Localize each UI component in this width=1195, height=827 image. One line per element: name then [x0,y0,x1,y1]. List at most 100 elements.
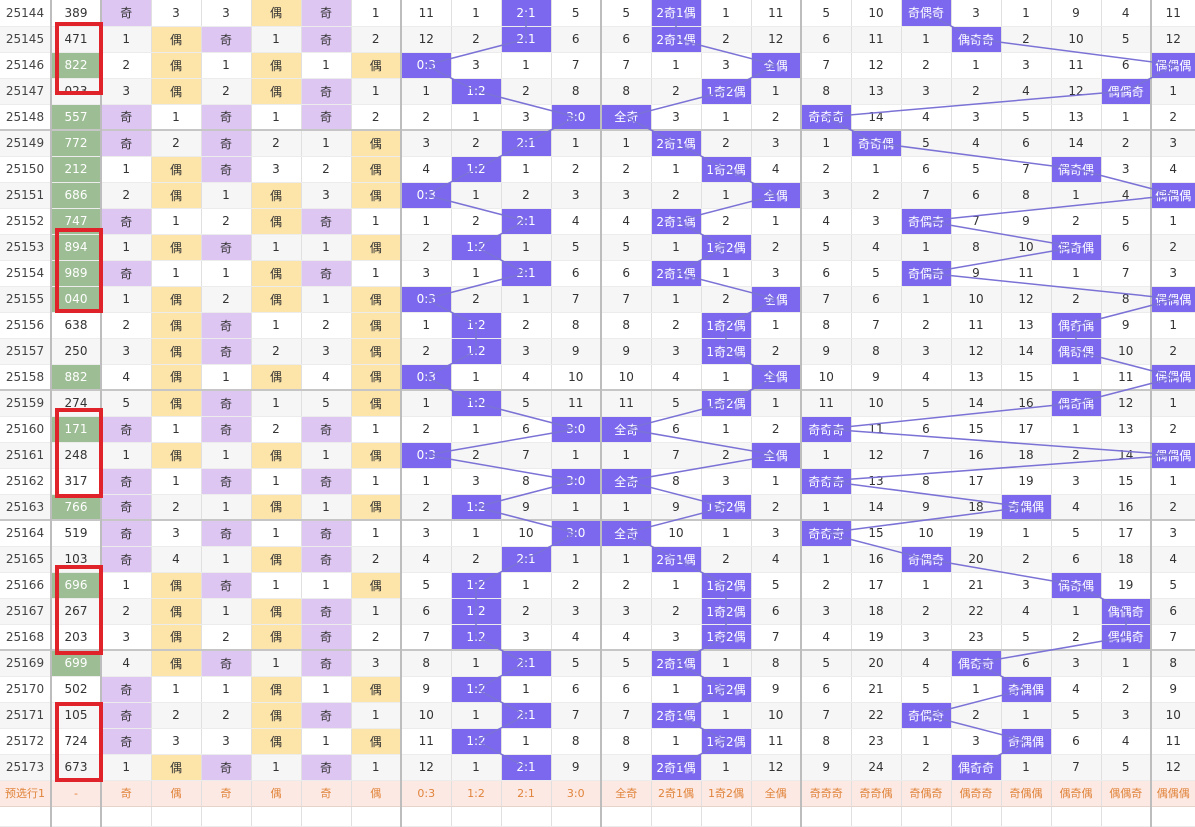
combo-cell: 5 [1051,519,1102,547]
forecast-cell[interactable]: 偶偶偶 [1150,780,1195,807]
parity-cell: 2 [351,546,402,573]
forecast-cell[interactable]: 奇偶奇 [901,780,952,807]
number-cell: 317 [50,468,102,495]
forecast-cell[interactable]: 偶奇奇 [951,780,1002,807]
group-cell: 2奇1偶 [651,26,702,53]
parity-cell: 偶 [251,52,302,79]
group-cell: 1 [701,519,752,547]
group-cell: 全偶 [751,182,802,209]
ratio-cell: 2 [400,104,452,131]
group-cell: 全奇 [600,416,652,443]
ratio-cell: 12 [400,754,452,781]
combo-cell: 9 [951,260,1002,287]
combo-cell: 9 [1051,0,1102,27]
group-cell: 11 [751,0,802,27]
group-cell: 5 [651,389,702,417]
forecast-cell[interactable]: 全奇 [600,780,652,807]
parity-cell: 奇 [301,754,352,781]
parity-cell: 1 [201,182,252,209]
forecast-cell[interactable]: 2:1 [501,780,552,807]
number-cell: 203 [50,624,102,651]
parity-cell: 偶 [351,234,402,261]
parity-cell: 1 [201,598,252,625]
forecast-cell[interactable]: - [50,780,102,807]
forecast-cell[interactable]: 奇奇偶 [851,780,902,807]
ratio-cell: 1:2 [451,624,502,651]
combo-cell: 4 [851,234,902,261]
parity-cell: 1 [100,26,152,53]
period-cell: 25172 [0,728,52,755]
combo-cell: 偶奇偶 [1051,389,1102,417]
combo-cell: 奇奇奇 [800,468,852,495]
group-cell: 2 [751,338,802,365]
cell [651,806,702,827]
forecast-cell[interactable]: 0:3 [400,780,452,807]
number-cell: 772 [50,129,102,157]
parity-cell: 奇 [201,338,252,365]
period-cell: 25147 [0,78,52,105]
combo-cell: 2 [851,182,902,209]
forecast-cell[interactable]: 1奇2偶 [701,780,752,807]
combo-cell: 4 [951,129,1002,157]
group-cell: 1 [651,286,702,313]
parity-cell: 1 [151,416,202,443]
combo-cell: 9 [1101,312,1152,339]
combo-cell: 6 [800,26,852,53]
forecast-cell[interactable]: 2奇1偶 [651,780,702,807]
number-cell: 267 [50,598,102,625]
table-row: 25163 766 奇 2 1 偶 1 偶 2 1:2 9 1 1 9 1奇2偶 2 1 14 9 18 奇偶偶 4 16 2 [0,494,1195,521]
combo-cell: 8 [800,78,852,105]
group-cell: 全奇 [600,519,652,547]
ratio-cell: 11 [400,0,452,27]
combo-cell: 17 [851,572,902,599]
forecast-cell[interactable]: 偶偶奇 [1101,780,1152,807]
parity-cell: 偶 [351,156,402,183]
combo-cell: 2 [1150,494,1195,521]
parity-cell: 1 [351,468,402,495]
forecast-cell[interactable]: 1:2 [451,780,502,807]
forecast-cell[interactable]: 奇 [301,780,352,807]
combo-cell: 11 [1001,260,1052,287]
forecast-cell[interactable]: 预选行1 [0,780,52,807]
combo-cell: 奇偶偶 [1001,728,1052,755]
parity-cell: 偶 [151,156,202,183]
forecast-cell[interactable]: 偶奇偶 [1051,780,1102,807]
group-cell: 1 [651,572,702,599]
parity-cell: 奇 [301,260,352,287]
cell [1051,806,1102,827]
parity-cell: 4 [100,364,152,391]
forecast-cell[interactable]: 奇奇奇 [800,780,852,807]
parity-cell: 1 [201,442,252,469]
combo-cell: 7 [1001,156,1052,183]
group-cell: 2 [701,442,752,469]
group-cell: 2 [600,572,652,599]
ratio-cell: 6 [400,598,452,625]
parity-cell: 5 [301,389,352,417]
forecast-cell[interactable]: 奇偶偶 [1001,780,1052,807]
parity-cell: 奇 [301,702,352,729]
ratio-cell: 4 [400,546,452,573]
forecast-cell[interactable]: 偶 [151,780,202,807]
parity-cell: 1 [251,104,302,131]
combo-cell: 3 [851,208,902,235]
combo-cell: 4 [1051,676,1102,703]
ratio-cell: 2 [551,156,602,183]
forecast-cell[interactable]: 全偶 [751,780,802,807]
combo-cell: 3 [1001,52,1052,79]
forecast-cell[interactable]: 偶 [251,780,302,807]
combo-cell: 奇奇奇 [800,104,852,131]
combo-cell: 3 [1101,702,1152,729]
forecast-cell[interactable]: 3:0 [551,780,602,807]
parity-cell: 偶 [251,728,302,755]
forecast-cell[interactable]: 奇 [100,780,152,807]
group-cell: 6 [600,260,652,287]
table-row: 25144 389 奇 3 3 偶奇 1 11 1 2:1 5 5 2奇1偶 1 11 5 10 奇偶奇 3 1 9 4 1… [0,0,1195,27]
number-cell: 822 [50,52,102,79]
parity-cell: 奇 [301,546,352,573]
parity-cell: 1 [301,129,352,157]
forecast-cell[interactable]: 偶 [351,780,402,807]
combo-cell: 2 [1150,104,1195,131]
parity-cell: 1 [251,389,302,417]
parity-cell: 1 [351,416,402,443]
forecast-cell[interactable]: 奇 [201,780,252,807]
